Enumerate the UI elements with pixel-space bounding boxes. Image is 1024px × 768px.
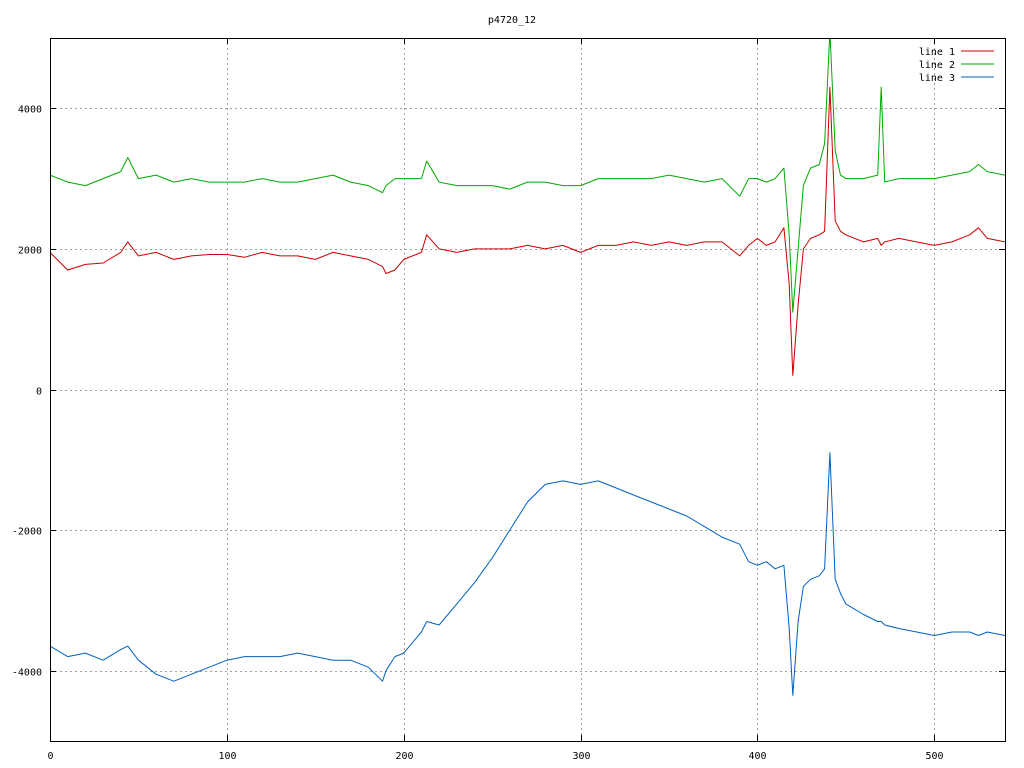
x-tick-label: 0 — [47, 751, 53, 762]
y-tick-label: -2000 — [12, 527, 42, 538]
y-tick-label: -4000 — [12, 668, 42, 679]
legend: line 1 line 2 line 3 — [919, 47, 994, 84]
series-line-3 — [50, 452, 1005, 696]
x-tick-label: 100 — [218, 751, 236, 762]
x-tick-label: 400 — [748, 751, 766, 762]
y-tick-label: 4000 — [18, 105, 42, 116]
legend-label: line 2 — [919, 60, 955, 71]
y-tick-label: 0 — [36, 387, 42, 398]
legend-label: line 1 — [919, 47, 955, 58]
x-tick-label: 200 — [395, 751, 413, 762]
legend-label: line 3 — [919, 73, 955, 84]
plot-frame — [50, 38, 1006, 742]
chart-title: p4720_12 — [488, 15, 536, 26]
series-line-1 — [50, 86, 1005, 376]
plot-area — [50, 38, 1005, 696]
grid — [50, 38, 1005, 741]
x-tick-label: 300 — [572, 751, 590, 762]
y-tick-label: 2000 — [18, 246, 42, 257]
x-tick-label: 500 — [925, 751, 943, 762]
axes: 0 100 200 300 400 500 -4000 -2000 0 2000 4000 — [12, 38, 1006, 762]
series-line-2 — [50, 38, 1005, 313]
